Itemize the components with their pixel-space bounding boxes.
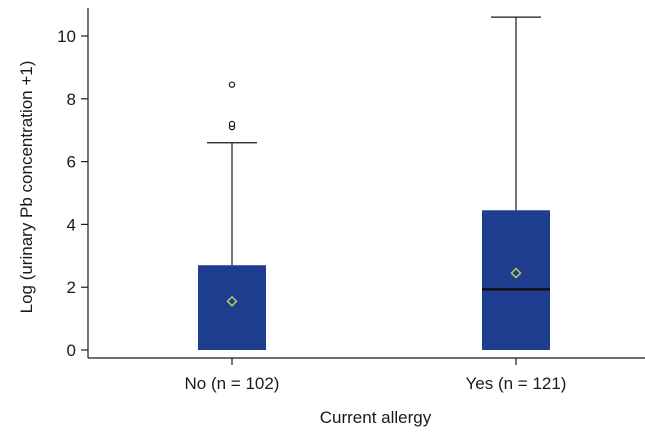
box-group: [482, 16, 550, 350]
plot-area: [198, 16, 550, 350]
mean-marker: [226, 295, 238, 307]
y-tick-label: 0: [67, 341, 76, 360]
iqr-box: [198, 265, 266, 350]
y-tick-label: 2: [67, 278, 76, 297]
box-group: [198, 81, 266, 350]
x-tick-label: Yes (n = 121): [466, 374, 567, 393]
outlier-point: [228, 120, 236, 128]
x-axis-title: Current allergy: [320, 408, 432, 427]
iqr-box: [482, 210, 550, 350]
y-tick-label: 6: [67, 153, 76, 172]
outlier-point: [228, 81, 236, 88]
y-tick-label: 8: [67, 90, 76, 109]
axes: 0 2 4 6 8 10 No (n = 102) Yes (n = 121): [57, 8, 645, 393]
y-axis-title: Log (urinary Pb concentration +1): [17, 61, 36, 314]
y-tick-label: 10: [57, 27, 76, 46]
x-tick-label: No (n = 102): [185, 374, 280, 393]
mean-marker: [510, 267, 522, 279]
y-tick-label: 4: [67, 215, 76, 234]
